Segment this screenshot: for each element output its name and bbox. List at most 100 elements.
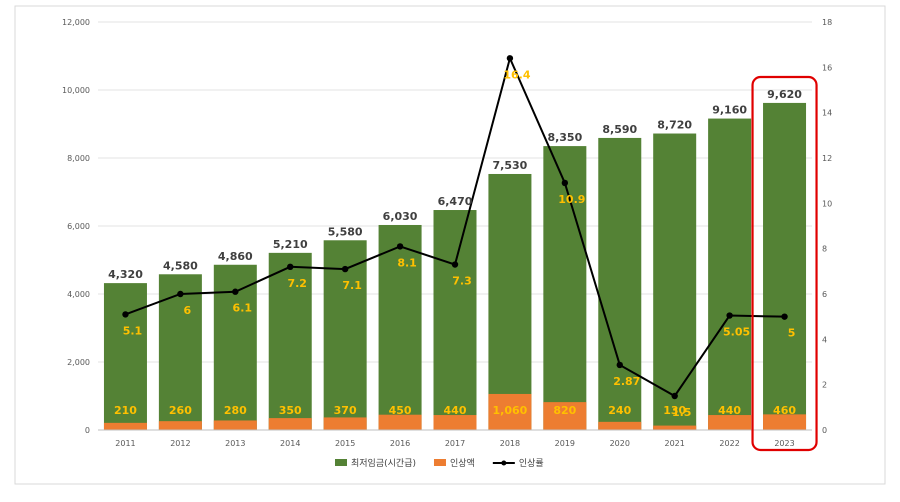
label-increase-amount: 450 <box>389 404 412 417</box>
y-right-tick-label: 2 <box>822 381 827 390</box>
highlight-box <box>751 75 818 452</box>
bar-increase-amount <box>213 420 257 430</box>
rate-point <box>341 265 349 273</box>
label-minimum-wage: 8,720 <box>657 119 692 132</box>
axes: 0 2,000 4,000 6,000 8,000 10,000 12,000 0 2 4 6 8 10… <box>62 18 832 448</box>
y-right-tick-label: 18 <box>822 18 832 27</box>
bar-increase-amount <box>323 417 367 430</box>
x-tick-label: 2012 <box>170 439 190 448</box>
label-increase-amount: 1,060 <box>493 404 528 417</box>
label-rate: 7.3 <box>452 275 472 288</box>
bar-increase-amount <box>763 414 807 430</box>
bar-increase-amount <box>653 425 697 430</box>
rate-point <box>616 361 623 369</box>
rate-point <box>232 288 239 295</box>
legend: 최저임금(시간급) 인상액 인상률 <box>335 457 544 469</box>
y-right-tick-label: 16 <box>822 63 832 72</box>
x-tick-label: 2016 <box>390 439 410 448</box>
bar-minimum-wage <box>598 137 642 430</box>
bar-minimum-wage <box>268 252 312 430</box>
y-right-tick-label: 4 <box>822 335 827 344</box>
bar-increase-amount <box>378 414 422 430</box>
legend-label: 인상액 <box>450 457 475 469</box>
rate-point <box>561 179 569 187</box>
y-right-tick-label: 14 <box>822 109 832 118</box>
x-tick-label: 2023 <box>774 439 794 448</box>
label-increase-amount: 440 <box>718 404 741 417</box>
bar-increase-amount <box>543 402 587 430</box>
bar-increase-amount <box>433 415 477 430</box>
rate-point <box>451 261 459 268</box>
label-rate: 10.9 <box>558 193 585 206</box>
rate-point <box>781 313 788 320</box>
label-rate: 5.05 <box>723 326 750 339</box>
label-increase-amount: 240 <box>608 404 631 417</box>
y-left-tick-label: 8,000 <box>67 154 90 163</box>
bar-increase-amount <box>103 422 147 430</box>
bar-minimum-wage <box>653 133 697 430</box>
x-tick-label: 2021 <box>665 439 685 448</box>
bar-minimum-wage <box>763 102 807 431</box>
label-increase-amount: 820 <box>553 404 576 417</box>
label-increase-amount: 460 <box>773 404 796 417</box>
label-minimum-wage: 5,210 <box>273 238 308 251</box>
rate-point <box>671 392 678 400</box>
x-tick-label: 2017 <box>445 439 465 448</box>
y-left-tick-label: 6,000 <box>67 222 90 231</box>
label-minimum-wage: 6,030 <box>383 210 418 223</box>
label-minimum-wage: 4,320 <box>108 268 143 281</box>
label-minimum-wage: 9,620 <box>767 88 802 101</box>
label-rate: 7.2 <box>287 277 307 290</box>
y-left-tick-label: 4,000 <box>67 290 90 299</box>
x-tick-label: 2022 <box>719 439 739 448</box>
y-right-tick-label: 0 <box>822 426 827 435</box>
bar-increase-amount <box>158 421 202 430</box>
x-tick-label: 2015 <box>335 439 355 448</box>
y-right-tick-label: 10 <box>822 199 832 208</box>
label-increase-amount: 210 <box>114 404 137 417</box>
bar-minimum-wage <box>103 283 147 430</box>
bar-increase-amount <box>488 393 532 430</box>
label-increase-amount: 440 <box>444 404 467 417</box>
rate-point <box>122 311 129 318</box>
y-left-tick-label: 12,000 <box>62 18 90 27</box>
label-increase-amount: 370 <box>334 404 357 417</box>
y-right-tick-label: 8 <box>822 245 827 254</box>
label-minimum-wage: 7,530 <box>493 159 528 172</box>
legend-label: 인상률 <box>519 458 544 469</box>
label-rate: 16.4 <box>503 68 530 81</box>
bar-increase-amount <box>268 418 312 430</box>
x-tick-label: 2014 <box>280 439 300 448</box>
label-increase-amount: 280 <box>224 404 247 417</box>
label-minimum-wage: 8,350 <box>547 131 582 144</box>
x-tick-label: 2019 <box>555 439 575 448</box>
legend-swatch <box>335 459 347 466</box>
label-increase-amount: 130 <box>663 404 686 417</box>
label-minimum-wage: 4,580 <box>163 259 198 272</box>
label-rate: 6 <box>184 304 192 317</box>
bar-minimum-wage <box>378 224 422 430</box>
rate-point <box>396 243 404 250</box>
rate-point <box>287 263 294 270</box>
bar-increase-amount <box>598 421 642 430</box>
legend-swatch <box>433 459 446 466</box>
y-left-tick-label: 10,000 <box>62 86 90 95</box>
rate-point <box>506 55 514 62</box>
label-rate: 5.1 <box>123 324 143 337</box>
label-rate: 7.1 <box>342 279 362 292</box>
legend-label: 최저임금(시간급) <box>351 457 416 469</box>
y-right-tick-label: 6 <box>822 290 827 299</box>
x-tick-label: 2018 <box>500 439 520 448</box>
label-minimum-wage: 9,160 <box>712 104 747 117</box>
x-tick-label: 2013 <box>225 439 245 448</box>
x-tick-label: 2011 <box>115 439 135 448</box>
label-minimum-wage: 8,590 <box>602 123 637 136</box>
label-rate: 1.5 <box>672 406 692 419</box>
label-rate: 5 <box>788 327 796 340</box>
bar-minimum-wage <box>543 146 587 430</box>
x-tick-label: 2020 <box>610 439 630 448</box>
y-right-tick-label: 12 <box>822 154 832 163</box>
bar-minimum-wage <box>708 118 752 430</box>
